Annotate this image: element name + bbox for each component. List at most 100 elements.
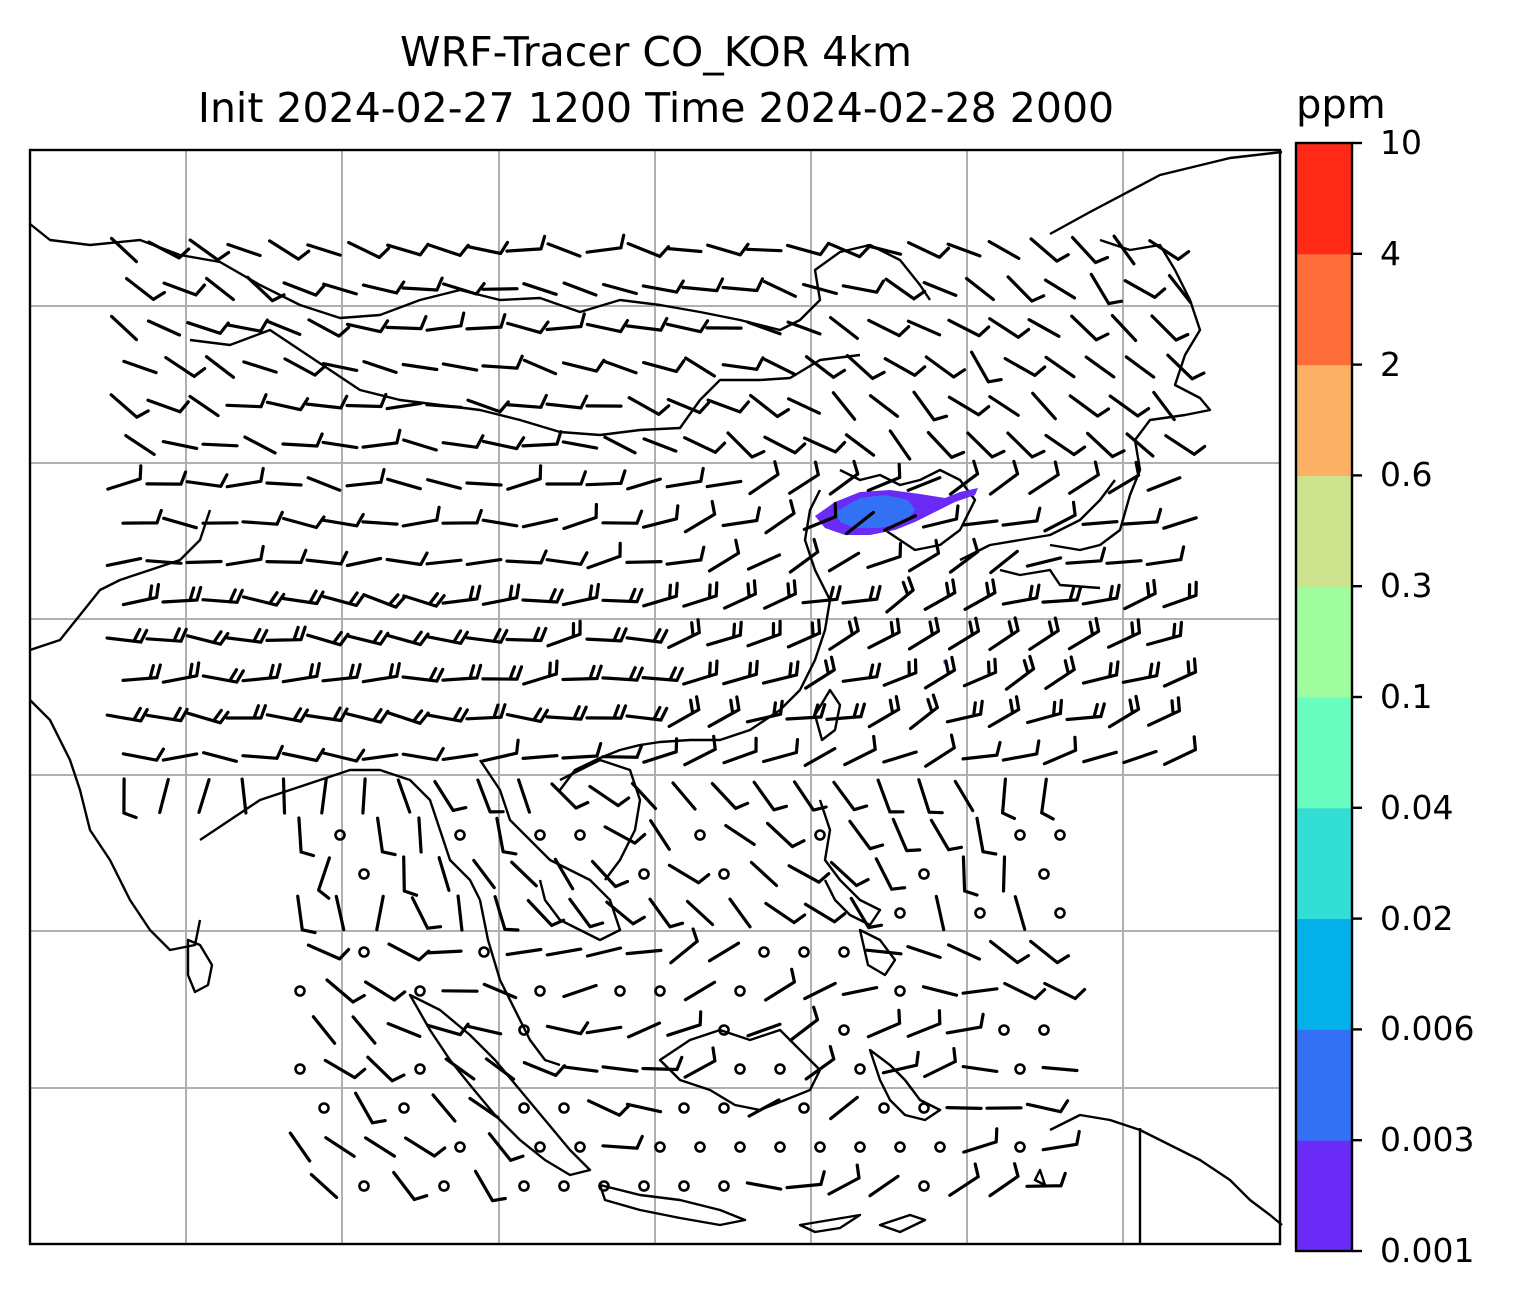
colorbar-tick-label: 0.003 [1380, 1120, 1475, 1160]
wind-barb [1043, 278, 1077, 300]
wind-barb [945, 1106, 983, 1110]
colorbar-tick-label: 10 [1380, 123, 1422, 162]
wind-barb [866, 1008, 902, 1039]
wind-barb [841, 662, 882, 683]
calm-marker [918, 1180, 930, 1192]
wind-barb [185, 630, 230, 646]
wind-barb [1068, 460, 1100, 495]
calm-marker [358, 946, 370, 958]
wind-barb [307, 318, 351, 338]
map-panel [28, 148, 1283, 1246]
wind-barb [786, 320, 822, 336]
wind-barb [561, 664, 603, 682]
wind-barb [786, 242, 830, 257]
wind-barb [987, 240, 1021, 260]
wind-barb [495, 816, 518, 856]
wind-barb [988, 317, 1031, 339]
wind-barb [641, 1055, 684, 1072]
wind-barb [832, 780, 869, 812]
calm-marker [1054, 829, 1066, 841]
wind-barb [240, 777, 248, 815]
wind-barb [685, 899, 715, 927]
wind-barb [484, 1057, 516, 1081]
wind-barb [710, 782, 750, 810]
wind-barb [243, 435, 277, 455]
wind-barb [306, 476, 342, 492]
wind-barb [585, 704, 628, 720]
wind-barb [225, 704, 267, 720]
wind-barb [505, 234, 547, 253]
wind-barb [442, 282, 486, 296]
wind-barb [282, 515, 326, 530]
wind-barb [746, 320, 782, 336]
wind-barb [844, 433, 876, 457]
wind-barb [401, 746, 445, 762]
wind-barb [947, 395, 991, 417]
wind-barb [185, 473, 229, 488]
wind-barb [681, 277, 725, 293]
wind-barb [334, 894, 346, 932]
wind-barb [361, 280, 406, 295]
wind-barb [625, 1102, 663, 1114]
calm-marker [878, 1102, 890, 1114]
wind-barb [465, 1024, 503, 1036]
wind-barb [749, 860, 779, 888]
wind-barb [345, 556, 383, 568]
wind-barb [841, 279, 885, 294]
wind-barb [906, 319, 942, 337]
wind-barb [867, 695, 901, 729]
wind-barb [186, 708, 230, 725]
wind-barb [726, 431, 766, 459]
wind-barb [961, 855, 979, 897]
wind-barb [266, 320, 302, 336]
wind-barb [601, 743, 644, 759]
wind-barb [706, 242, 750, 257]
wind-barb [923, 655, 957, 690]
wind-barb [761, 660, 800, 685]
wind-barb [562, 983, 598, 999]
wind-barb [764, 499, 796, 535]
wind-barb [648, 897, 685, 929]
wind-barb [1145, 545, 1186, 566]
wind-barb [124, 434, 156, 456]
colorbar-segment [1296, 253, 1352, 366]
wind-barb [147, 240, 191, 260]
wind-barb [602, 359, 638, 375]
calm-marker [294, 1063, 306, 1075]
wind-barb [110, 314, 138, 342]
wind-barb [517, 778, 531, 814]
wind-barb [586, 541, 622, 570]
wind-barb [642, 359, 686, 373]
wind-barb [345, 468, 386, 488]
wind-barb [281, 589, 325, 606]
wind-barb [431, 1093, 457, 1123]
wind-barb [587, 1099, 631, 1117]
wind-barb [843, 734, 877, 767]
calm-marker [734, 985, 746, 997]
wind-barb [923, 1047, 957, 1079]
wind-barb [876, 778, 905, 814]
wind-barb [345, 392, 388, 409]
wind-barb [1004, 654, 1036, 691]
wind-barb [665, 466, 705, 489]
wind-barb [929, 818, 963, 852]
wind-barb [802, 502, 838, 531]
wind-barb [1146, 620, 1183, 647]
wind-barb [988, 395, 1020, 417]
wind-barb [505, 393, 548, 409]
wind-barb [347, 241, 391, 259]
calm-marker [438, 1180, 450, 1192]
colorbar-tick-label: 2 [1380, 344, 1401, 384]
wind-barb [553, 857, 575, 891]
wind-barb [522, 659, 559, 686]
wind-barb [510, 860, 538, 888]
wind-barb [666, 397, 711, 415]
wind-barb [425, 949, 463, 955]
colorbar-tick-label: 0.6 [1380, 455, 1433, 495]
wind-barb [671, 781, 697, 811]
calm-marker [558, 1102, 570, 1114]
wind-barb [521, 588, 564, 604]
wind-barb [1121, 507, 1163, 526]
wind-barb [683, 980, 717, 1002]
wind-barb [788, 1005, 820, 1042]
